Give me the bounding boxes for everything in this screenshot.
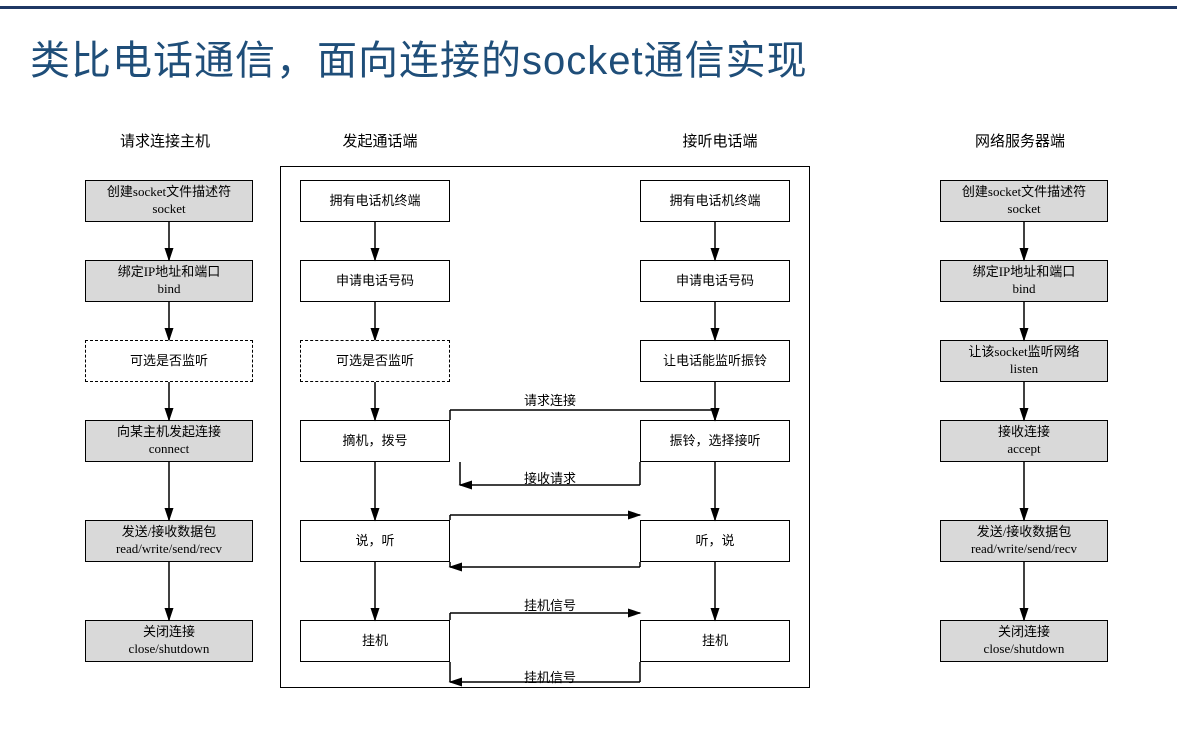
c3-terminal-l1: 拥有电话机终端 bbox=[641, 193, 789, 210]
c2-dial-l1: 摘机，拨号 bbox=[301, 433, 449, 450]
label-hangup-2: 挂机信号 bbox=[510, 667, 590, 686]
c4-bind-l2: bind bbox=[941, 281, 1107, 298]
c2-listen-opt-l1: 可选是否监听 bbox=[301, 353, 449, 370]
c4-listen-l1: 让该socket监听网络 bbox=[941, 344, 1107, 361]
c4-rw-l2: read/write/send/recv bbox=[941, 541, 1107, 558]
c4-bind: 绑定IP地址和端口 bind bbox=[940, 260, 1108, 302]
c3-number: 申请电话号码 bbox=[640, 260, 790, 302]
c4-accept: 接收连接 accept bbox=[940, 420, 1108, 462]
c3-terminal: 拥有电话机终端 bbox=[640, 180, 790, 222]
col3-header: 接听电话端 bbox=[640, 130, 800, 151]
c4-listen-l2: listen bbox=[941, 361, 1107, 378]
c4-accept-l1: 接收连接 bbox=[941, 424, 1107, 441]
c4-listen: 让该socket监听网络 listen bbox=[940, 340, 1108, 382]
c3-number-l1: 申请电话号码 bbox=[641, 273, 789, 290]
label-hangup-1: 挂机信号 bbox=[510, 595, 590, 614]
c1-connect-l2: connect bbox=[86, 441, 252, 458]
c4-rw: 发送/接收数据包 read/write/send/recv bbox=[940, 520, 1108, 562]
c3-ring-l1: 振铃，选择接听 bbox=[641, 433, 789, 450]
label-request-connect: 请求连接 bbox=[510, 390, 590, 409]
c4-close-l2: close/shutdown bbox=[941, 641, 1107, 658]
c3-hangup-l1: 挂机 bbox=[641, 633, 789, 650]
c1-rw-l1: 发送/接收数据包 bbox=[86, 524, 252, 541]
c1-bind-l2: bind bbox=[86, 281, 252, 298]
c2-hangup: 挂机 bbox=[300, 620, 450, 662]
c2-terminal: 拥有电话机终端 bbox=[300, 180, 450, 222]
c2-terminal-l1: 拥有电话机终端 bbox=[301, 193, 449, 210]
c1-close: 关闭连接 close/shutdown bbox=[85, 620, 253, 662]
c3-listen: 让电话能监听振铃 bbox=[640, 340, 790, 382]
c3-talk: 听，说 bbox=[640, 520, 790, 562]
c4-rw-l1: 发送/接收数据包 bbox=[941, 524, 1107, 541]
page-title: 类比电话通信，面向连接的socket通信实现 bbox=[30, 28, 808, 86]
c1-rw: 发送/接收数据包 read/write/send/recv bbox=[85, 520, 253, 562]
c1-socket-l1: 创建socket文件描述符 bbox=[86, 184, 252, 201]
c2-hangup-l1: 挂机 bbox=[301, 633, 449, 650]
col4-header: 网络服务器端 bbox=[940, 130, 1100, 151]
c1-connect: 向某主机发起连接 connect bbox=[85, 420, 253, 462]
c3-ring: 振铃，选择接听 bbox=[640, 420, 790, 462]
c1-listen-opt: 可选是否监听 bbox=[85, 340, 253, 382]
diagram-stage: 请求连接主机 发起通话端 接听电话端 网络服务器端 创建socket文件描述符 … bbox=[0, 100, 1177, 740]
c4-socket-l2: socket bbox=[941, 201, 1107, 218]
c2-listen-opt: 可选是否监听 bbox=[300, 340, 450, 382]
c1-close-l1: 关闭连接 bbox=[86, 624, 252, 641]
c3-hangup: 挂机 bbox=[640, 620, 790, 662]
c1-close-l2: close/shutdown bbox=[86, 641, 252, 658]
c1-bind: 绑定IP地址和端口 bind bbox=[85, 260, 253, 302]
c1-connect-l1: 向某主机发起连接 bbox=[86, 424, 252, 441]
c2-number: 申请电话号码 bbox=[300, 260, 450, 302]
c2-number-l1: 申请电话号码 bbox=[301, 273, 449, 290]
c4-close: 关闭连接 close/shutdown bbox=[940, 620, 1108, 662]
c2-talk: 说，听 bbox=[300, 520, 450, 562]
c3-talk-l1: 听，说 bbox=[641, 533, 789, 550]
c1-listen-opt-l1: 可选是否监听 bbox=[86, 353, 252, 370]
label-accept-request: 接收请求 bbox=[510, 468, 590, 487]
c2-dial: 摘机，拨号 bbox=[300, 420, 450, 462]
c1-rw-l2: read/write/send/recv bbox=[86, 541, 252, 558]
c1-socket-l2: socket bbox=[86, 201, 252, 218]
c4-close-l1: 关闭连接 bbox=[941, 624, 1107, 641]
c4-bind-l1: 绑定IP地址和端口 bbox=[941, 264, 1107, 281]
c4-socket-l1: 创建socket文件描述符 bbox=[941, 184, 1107, 201]
c2-talk-l1: 说，听 bbox=[301, 533, 449, 550]
c1-bind-l1: 绑定IP地址和端口 bbox=[86, 264, 252, 281]
c4-socket: 创建socket文件描述符 socket bbox=[940, 180, 1108, 222]
col2-header: 发起通话端 bbox=[300, 130, 460, 151]
col1-header: 请求连接主机 bbox=[85, 130, 245, 151]
c4-accept-l2: accept bbox=[941, 441, 1107, 458]
top-divider bbox=[0, 6, 1177, 9]
c1-socket: 创建socket文件描述符 socket bbox=[85, 180, 253, 222]
c3-listen-l1: 让电话能监听振铃 bbox=[641, 353, 789, 370]
